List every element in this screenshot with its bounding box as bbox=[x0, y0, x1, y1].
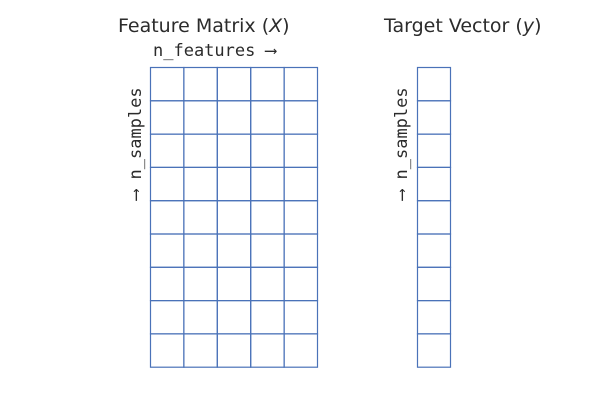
feature-matrix-cell-r4-c1 bbox=[149, 166, 185, 202]
feature-matrix-cell-r5-c1 bbox=[149, 200, 185, 235]
feature-matrix-cell-r6-c3 bbox=[216, 233, 252, 268]
feature-matrix-cell-r3-c2 bbox=[183, 133, 218, 169]
feature-matrix-title-text: Feature Matrix bbox=[118, 15, 262, 37]
feature-matrix-cell-r1-c1 bbox=[149, 66, 185, 102]
feature-matrix-cell-r1-c5 bbox=[283, 66, 319, 102]
feature-matrix-cell-r2-c1 bbox=[149, 100, 185, 135]
feature-matrix-cell-r4-c2 bbox=[183, 166, 218, 202]
target-vector-cell-r1-c1 bbox=[416, 66, 452, 102]
feature-matrix-cell-r2-c3 bbox=[216, 100, 252, 135]
feature-matrix-cell-r1-c2 bbox=[183, 66, 218, 102]
feature-matrix-cell-r9-c3 bbox=[216, 333, 252, 368]
feature-matrix-cell-r2-c4 bbox=[250, 100, 285, 135]
feature-matrix-grid bbox=[149, 66, 319, 368]
feature-matrix-cell-r9-c1 bbox=[149, 333, 185, 368]
feature-matrix-cell-r4-c4 bbox=[250, 166, 285, 202]
feature-matrix-cell-r7-c4 bbox=[250, 266, 285, 302]
feature-matrix-cell-r2-c5 bbox=[283, 100, 319, 135]
n-features-label: n_features ⟶ bbox=[153, 41, 276, 61]
feature-matrix-cell-r6-c2 bbox=[183, 233, 218, 268]
target-vector-title: Target Vector (y) bbox=[384, 15, 542, 37]
target-vector-cell-r2-c1 bbox=[416, 100, 452, 135]
feature-matrix-cell-r1-c3 bbox=[216, 66, 252, 102]
feature-matrix-cell-r8-c2 bbox=[183, 300, 218, 335]
feature-matrix-cell-r3-c1 bbox=[149, 133, 185, 169]
feature-matrix-cell-r6-c4 bbox=[250, 233, 285, 268]
feature-matrix-cell-r8-c5 bbox=[283, 300, 319, 335]
right-arrow-icon: ⟶ bbox=[265, 41, 276, 61]
feature-matrix-title: Feature Matrix (X) bbox=[118, 15, 290, 37]
feature-matrix-cell-r7-c3 bbox=[216, 266, 252, 302]
target-vector-cell-r8-c1 bbox=[416, 300, 452, 335]
feature-matrix-cell-r3-c5 bbox=[283, 133, 319, 169]
target-vector-cell-r7-c1 bbox=[416, 266, 452, 302]
n-features-text: n_features bbox=[153, 41, 256, 61]
feature-matrix-cell-r9-c5 bbox=[283, 333, 319, 368]
feature-matrix-cell-r6-c1 bbox=[149, 233, 185, 268]
feature-matrix-cell-r7-c1 bbox=[149, 266, 185, 302]
feature-matrix-cell-r5-c3 bbox=[216, 200, 252, 235]
target-vector-cell-r4-c1 bbox=[416, 166, 452, 202]
feature-matrix-cell-r3-c4 bbox=[250, 133, 285, 169]
target-vector-grid bbox=[416, 66, 452, 368]
feature-matrix-cell-r5-c2 bbox=[183, 200, 218, 235]
target-vector-cell-r5-c1 bbox=[416, 200, 452, 235]
feature-matrix-cell-r9-c2 bbox=[183, 333, 218, 368]
feature-matrix-cell-r6-c5 bbox=[283, 233, 319, 268]
feature-matrix-cell-r2-c2 bbox=[183, 100, 218, 135]
feature-matrix-cell-r8-c1 bbox=[149, 300, 185, 335]
feature-matrix-cell-r4-c5 bbox=[283, 166, 319, 202]
feature-matrix-title-symbol: (X) bbox=[261, 15, 290, 37]
feature-matrix-cell-r1-c4 bbox=[250, 66, 285, 102]
target-vector-cell-r6-c1 bbox=[416, 233, 452, 268]
feature-matrix-cell-r3-c3 bbox=[216, 133, 252, 169]
feature-matrix-cell-r7-c2 bbox=[183, 266, 218, 302]
feature-matrix-cell-r5-c4 bbox=[250, 200, 285, 235]
feature-matrix-cell-r9-c4 bbox=[250, 333, 285, 368]
feature-matrix-cell-r4-c3 bbox=[216, 166, 252, 202]
feature-matrix-cell-r8-c4 bbox=[250, 300, 285, 335]
feature-matrix-cell-r5-c5 bbox=[283, 200, 319, 235]
target-vector-cell-r3-c1 bbox=[416, 133, 452, 169]
target-vector-title-text: Target Vector bbox=[384, 15, 516, 37]
target-vector-title-symbol: (y) bbox=[515, 15, 542, 37]
feature-matrix-cell-r8-c3 bbox=[216, 300, 252, 335]
feature-matrix-cell-r7-c5 bbox=[283, 266, 319, 302]
target-vector-cell-r9-c1 bbox=[416, 333, 452, 368]
